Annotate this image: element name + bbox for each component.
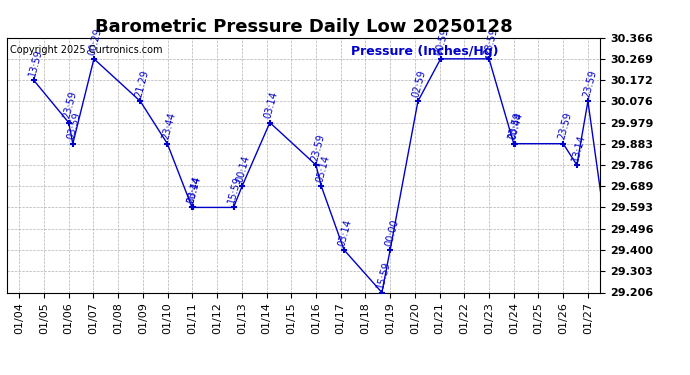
Text: 13:59: 13:59: [27, 48, 43, 77]
Text: 03:14: 03:14: [263, 90, 280, 120]
Text: 23:44: 23:44: [161, 111, 177, 141]
Text: 15:59: 15:59: [375, 260, 392, 290]
Text: 00:59: 00:59: [434, 27, 451, 56]
Text: Pressure (Inches/Hg): Pressure (Inches/Hg): [351, 45, 499, 58]
Text: 23:44: 23:44: [185, 175, 202, 205]
Text: 23:59: 23:59: [556, 111, 573, 141]
Text: 05:14: 05:14: [315, 154, 331, 183]
Text: 00:29: 00:29: [87, 27, 104, 56]
Title: Barometric Pressure Daily Low 20250128: Barometric Pressure Daily Low 20250128: [95, 18, 513, 36]
Text: 13:14: 13:14: [570, 133, 586, 162]
Text: 00:00: 00:00: [383, 217, 400, 247]
Text: Copyright 2025 Curtronics.com: Copyright 2025 Curtronics.com: [10, 45, 162, 55]
Text: 00:44: 00:44: [508, 111, 524, 141]
Text: 23:59: 23:59: [581, 69, 598, 99]
Text: 03:59: 03:59: [66, 111, 83, 141]
Text: 21:29: 21:29: [133, 69, 150, 99]
Text: 00:14: 00:14: [235, 154, 252, 183]
Text: 17:14: 17:14: [0, 374, 1, 375]
Text: 03:14: 03:14: [337, 217, 354, 247]
Text: 23:59: 23:59: [62, 90, 79, 120]
Text: 15:59: 15:59: [226, 175, 244, 205]
Text: 23:59: 23:59: [507, 111, 524, 141]
Text: 02:59: 02:59: [411, 69, 428, 99]
Text: 23:59: 23:59: [0, 374, 1, 375]
Text: 00:14: 00:14: [186, 175, 203, 205]
Text: 23:59: 23:59: [482, 26, 499, 56]
Text: 23:59: 23:59: [309, 133, 326, 162]
